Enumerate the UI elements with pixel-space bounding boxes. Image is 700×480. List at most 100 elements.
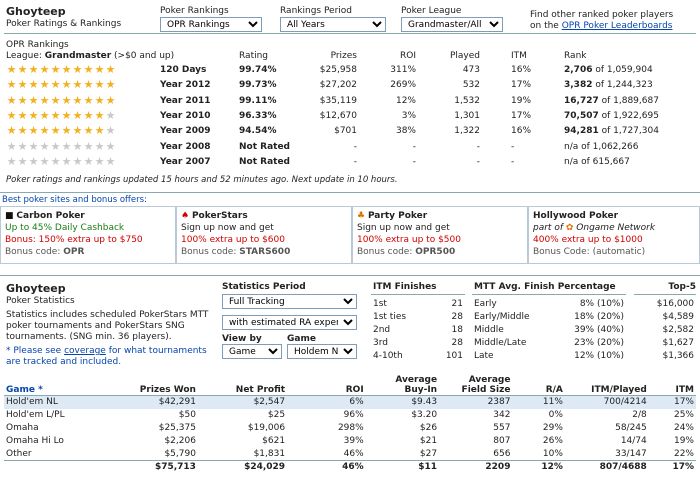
itm-finish-row: 1st 21 (373, 298, 463, 309)
ra-expenses-select[interactable]: with estimated RA expenses (222, 315, 357, 330)
itm-finishes-rule (371, 294, 465, 295)
game-row[interactable]: Hold'em NL $42,291 $2,547 6% $9.43 2387 11% 700… (4, 395, 696, 409)
stats-divider (0, 275, 700, 276)
rating-stars: ★ ★ ★ ★ ★ ★ ★ ★ ★ ★ (6, 79, 116, 90)
rankings-label: Poker Rankings (160, 6, 229, 16)
game-row[interactable]: Other $5,790 $1,831 46% $27 656 10% 33/147 22% (6, 448, 694, 459)
rating-stars: ★ ★ ★ ★ ★ ★ ★ ★ ★ ★ (6, 125, 116, 136)
mtt-finish-rule (472, 294, 626, 295)
leaderboards-link[interactable]: OPR Poker Leaderboards (561, 21, 673, 31)
period-label: Rankings Period (280, 6, 353, 16)
opr-row: ★ ★ ★ ★ ★ ★ ★ ★ ★ ★ 120 Days 99.74% $25,958 311% 473 16… (0, 63, 700, 78)
rankings-select[interactable]: OPR Rankings (160, 17, 262, 32)
opr-row: ★ ★ ★ ★ ★ ★ ★ ★ ★ ★ Year 2012 99.73% $27,202 269% 532 1… (0, 78, 700, 93)
star-icon: ★ (83, 108, 94, 122)
star-icon: ★ (17, 78, 28, 92)
game-row[interactable]: Hold'em L/PL $50 $25 96% $3.20 342 0% 2/8 25% (6, 410, 694, 420)
star-icon: ★ (17, 154, 28, 168)
site-carbon-poker[interactable]: ■ Carbon Poker Up to 45% Daily Cashback … (0, 206, 176, 264)
col-rank: Rank (564, 51, 587, 61)
star-icon: ★ (72, 124, 83, 138)
stats-subtitle: Poker Statistics (6, 296, 75, 306)
star-icon: ★ (6, 93, 17, 107)
opr-cell-rating: 99.74% (239, 65, 277, 75)
star-icon: ★ (50, 139, 61, 153)
site-party-poker[interactable]: ♣ Party Poker Sign up now and get 100% e… (352, 206, 528, 264)
coverage-link[interactable]: coverage (64, 346, 106, 356)
avg-field-header: Average Field Size (461, 375, 511, 395)
opr-cell-played: 532 (462, 80, 480, 91)
star-icon: ★ (39, 124, 50, 138)
carbon-logo-icon: ■ (5, 211, 14, 221)
star-icon: ★ (83, 78, 94, 92)
col-itm: ITM (511, 51, 527, 61)
game-row[interactable]: Omaha $25,375 $19,006 298% $26 557 29% 58/245 24… (6, 423, 694, 433)
top5-row: $4,589 (662, 311, 695, 322)
ra-header: R/A (545, 385, 563, 395)
net-profit-header: Net Profit (235, 385, 286, 395)
opr-cell-prizes: $25,958 (319, 65, 357, 75)
game-col-header[interactable]: Game * (6, 385, 43, 395)
rating-stars: ★ ★ ★ ★ ★ ★ ★ ★ ★ ★ (6, 141, 116, 152)
viewby-label: View by (222, 334, 262, 344)
opr-cell-prizes: $27,202 (319, 80, 357, 91)
opr-cell-roi: 3% (401, 110, 416, 121)
opr-cell-rank: 16,727 of 1,889,687 (564, 95, 659, 106)
opr-cell-roi: - (412, 156, 416, 167)
opr-row: ★ ★ ★ ★ ★ ★ ★ ★ ★ ★ Year 2007 Not Rated - - - - n/a of 6… (0, 155, 700, 170)
star-icon: ★ (83, 93, 94, 107)
star-icon: ★ (83, 139, 94, 153)
opr-cell-prizes: $35,119 (319, 95, 357, 106)
stats-period-select[interactable]: Full Tracking (222, 294, 357, 309)
star-icon: ★ (94, 93, 105, 107)
opr-cell-roi: 269% (390, 80, 416, 91)
star-icon: ★ (61, 93, 72, 107)
star-icon: ★ (61, 108, 72, 122)
star-icon: ★ (39, 78, 50, 92)
league-select[interactable]: Grandmaster/All (401, 17, 503, 32)
star-icon: ★ (6, 139, 17, 153)
opr-cell-prizes: $12,670 (319, 110, 357, 121)
star-icon: ★ (28, 93, 39, 107)
itm-finishes-title: ITM Finishes (373, 282, 437, 292)
stats-player-name: Ghoyteep (6, 282, 66, 295)
star-icon: ★ (61, 63, 72, 76)
opr-cell-period: Year 2007 (160, 156, 211, 167)
roi-header: ROI (345, 385, 364, 395)
games-total-row: $75,713 $24,029 46% $11 2209 12% 807/4688 17% (4, 460, 696, 474)
game-row[interactable]: Omaha Hi Lo $2,206 $621 39% $21 807 26% 14/74 19… (6, 436, 694, 446)
game-label: Game (287, 334, 316, 344)
star-icon: ★ (72, 93, 83, 107)
star-icon: ★ (61, 78, 72, 92)
rankings-period-select[interactable]: All Years (280, 17, 386, 32)
star-icon: ★ (28, 108, 39, 122)
opr-cell-rank: n/a of 615,667 (564, 156, 630, 167)
game-select[interactable]: Holdem NL (287, 344, 357, 359)
opr-cell-rating: Not Rated (239, 141, 291, 152)
star-icon: ★ (39, 139, 50, 153)
site-pokerstars[interactable]: ♠ PokerStars Sign up now and get 100% ex… (176, 206, 352, 264)
itm-played-header: ITM/Played (591, 385, 647, 395)
opr-cell-itm: 16% (511, 126, 532, 137)
star-icon: ★ (105, 154, 116, 168)
opr-cell-played: 1,301 (454, 110, 480, 121)
top5-rule (634, 294, 696, 295)
star-icon: ★ (50, 63, 61, 76)
opr-cell-rank: 70,507 of 1,922,695 (564, 110, 659, 121)
star-icon: ★ (28, 139, 39, 153)
star-icon: ★ (83, 154, 94, 168)
opr-cell-rating: Not Rated (239, 156, 291, 167)
opr-cell-rating: 94.54% (239, 126, 277, 137)
col-rating: Rating (239, 51, 269, 61)
itm-finish-row: 2nd 18 (373, 324, 463, 335)
mtt-finish-row: Early 8% (10%) (474, 298, 624, 309)
itm-finishes-table: 1st 21 1st ties 28 2nd 18 3rd 28 4-10th 101 (371, 297, 465, 362)
opr-cell-itm: - (511, 141, 515, 152)
opr-cell-period: Year 2008 (160, 141, 211, 152)
site-hollywood-poker[interactable]: Hollywood Poker part of ✿ Ongame Network… (528, 206, 700, 264)
stats-period-label: Statistics Period (222, 282, 306, 292)
viewby-select[interactable]: Game (222, 344, 282, 359)
star-icon: ★ (72, 154, 83, 168)
player-name: Ghoyteep (6, 5, 66, 18)
star-icon: ★ (6, 124, 17, 138)
